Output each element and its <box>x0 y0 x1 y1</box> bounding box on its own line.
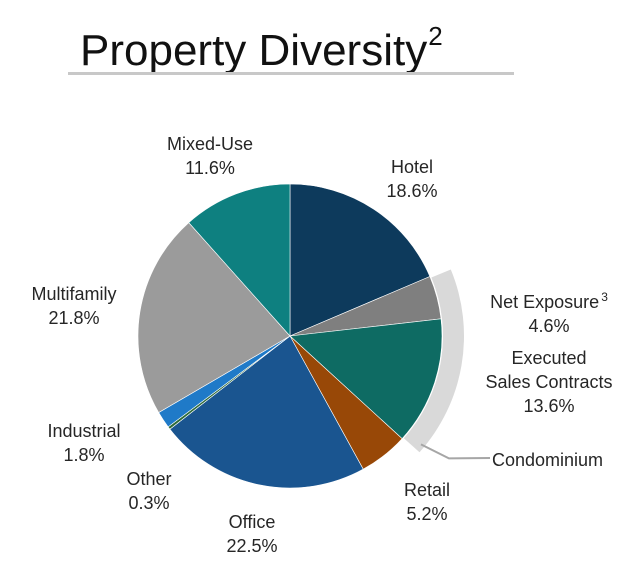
label-industrial-name: Industrial <box>47 421 121 441</box>
label-mixed-use-name: Mixed-Use <box>166 134 254 154</box>
label-executed-value: 13.6% <box>523 396 575 416</box>
label-industrial-value: 1.8% <box>63 445 105 465</box>
label-retail-value: 5.2% <box>406 504 448 524</box>
pie-slice-hotel <box>289 183 431 337</box>
label-multifamily-value: 21.8% <box>48 308 100 328</box>
label-office-value: 22.5% <box>226 536 278 556</box>
label-other-value: 0.3% <box>128 493 170 513</box>
condominium-bracket <box>403 269 464 453</box>
label-executed-line1: Executed <box>511 348 587 368</box>
label-industrial: Industrial 1.8% <box>47 419 120 467</box>
pie-slice-office <box>169 335 364 489</box>
condominium-leader-line <box>420 443 491 460</box>
label-other-name: Other <box>126 469 172 489</box>
label-office-name: Office <box>228 512 276 532</box>
label-net-exposure-footnote: 3 <box>601 290 608 304</box>
label-hotel: Hotel 18.6% <box>386 155 437 203</box>
pie-slice-executed <box>289 318 443 440</box>
label-executed-sales: Executed Sales Contracts 13.6% <box>485 346 612 418</box>
label-condominium-name: Condominium <box>492 450 604 470</box>
chart-title-footnote: 2 <box>428 21 443 51</box>
label-multifamily-name: Multifamily <box>31 284 117 304</box>
label-net-exposure-name: Net Exposure <box>490 292 600 312</box>
label-office: Office 22.5% <box>226 510 277 558</box>
label-executed-line2: Sales Contracts <box>485 372 613 392</box>
label-net-exposure-value: 4.6% <box>528 316 570 336</box>
label-retail-name: Retail <box>403 480 451 500</box>
label-hotel-value: 18.6% <box>386 181 438 201</box>
label-other: Other 0.3% <box>126 467 171 515</box>
label-net-exposure: Net Exposure 3 4.6% <box>490 285 608 338</box>
label-mixed-use-value: 11.6% <box>185 158 235 178</box>
pie-slice-mixed <box>188 183 291 337</box>
chart-title: Property Diversity2 <box>80 8 443 79</box>
label-condominium: Condominium <box>492 448 603 472</box>
title-underline <box>68 72 514 75</box>
chart-title-text: Property Diversity <box>80 26 428 75</box>
label-hotel-name: Hotel <box>390 157 434 177</box>
label-retail: Retail 5.2% <box>404 478 450 526</box>
pie-slice-multifamily <box>137 222 291 413</box>
label-mixed-use: Mixed-Use 11.6% <box>167 132 253 180</box>
label-multifamily: Multifamily 21.8% <box>31 282 116 330</box>
